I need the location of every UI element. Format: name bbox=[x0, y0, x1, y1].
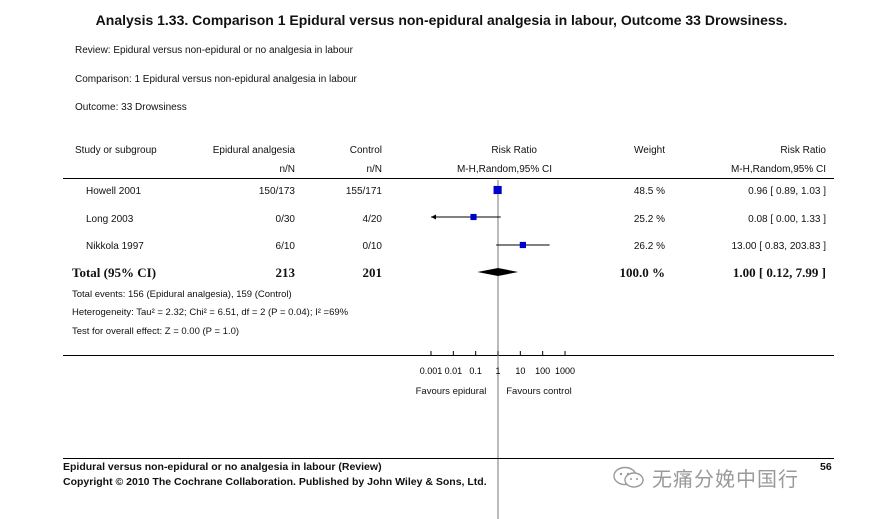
total-ci: 1.00 [ 0.12, 7.99 ] bbox=[732, 265, 826, 280]
study-control: 155/171 bbox=[345, 186, 382, 197]
header-risk-ratio-ci-method: M-H,Random,95% CI bbox=[730, 164, 826, 175]
header-divider bbox=[63, 178, 834, 179]
study-control: 4/20 bbox=[362, 214, 382, 225]
study-marker bbox=[493, 185, 502, 195]
axis-tick-label: 1 bbox=[495, 366, 500, 376]
study-epidural: 0/30 bbox=[275, 214, 295, 225]
study-name: Long 2003 bbox=[86, 214, 134, 225]
page-number: 56 bbox=[820, 461, 832, 473]
ci-arrow bbox=[431, 214, 436, 220]
header-study: Study or subgroup bbox=[75, 145, 157, 156]
total-label: Total (95% CI) bbox=[72, 265, 157, 280]
footer-review-title: Epidural versus non-epidural or no analg… bbox=[63, 461, 382, 473]
axis-tick-label: 1000 bbox=[555, 366, 575, 376]
study-weight: 26.2 % bbox=[633, 241, 665, 252]
axis-tick-label: 10 bbox=[515, 366, 525, 376]
footer-divider bbox=[63, 458, 834, 459]
analysis-title: Analysis 1.33. Comparison 1 Epidural ver… bbox=[95, 12, 788, 28]
study-ci: 0.08 [ 0.00, 1.33 ] bbox=[748, 214, 826, 225]
footer-copyright: Copyright © 2010 The Cochrane Collaborat… bbox=[63, 476, 487, 488]
header-risk-ratio-method: M-H,Random,95% CI bbox=[456, 164, 552, 175]
axis-tick-label: 0.1 bbox=[469, 366, 482, 376]
comparison-line: Comparison: 1 Epidural versus non-epidur… bbox=[75, 74, 357, 85]
total-events: Total events: 156 (Epidural analgesia), … bbox=[72, 289, 292, 300]
study-name: Nikkola 1997 bbox=[86, 241, 144, 252]
outcome-line: Outcome: 33 Drowsiness bbox=[75, 102, 187, 113]
axis-tick-label: 0.001 bbox=[420, 366, 443, 376]
study-marker bbox=[519, 241, 526, 249]
study-weight: 48.5 % bbox=[633, 186, 665, 197]
header-risk-ratio-ci: Risk Ratio bbox=[780, 145, 826, 156]
header-control: Control bbox=[349, 145, 382, 156]
study-epidural: 6/10 bbox=[275, 241, 295, 252]
header-epidural-sub: n/N bbox=[279, 164, 295, 175]
study-name: Howell 2001 bbox=[86, 186, 142, 197]
plot-axis-line bbox=[63, 355, 834, 356]
header-control-sub: n/N bbox=[366, 164, 382, 175]
favours-left-label: Favours epidural bbox=[415, 386, 487, 397]
study-epidural: 150/173 bbox=[258, 186, 295, 197]
study-ci: 0.96 [ 0.89, 1.03 ] bbox=[748, 186, 826, 197]
wechat-logo-icon bbox=[613, 466, 644, 488]
watermark-text: 无痛分娩中国行 bbox=[652, 467, 799, 491]
favours-right-label: Favours control bbox=[506, 386, 572, 397]
study-weight: 25.2 % bbox=[633, 214, 665, 225]
axis-tick-label: 0.01 bbox=[445, 366, 463, 376]
header-weight: Weight bbox=[634, 145, 665, 156]
heterogeneity: Heterogeneity: Tau² = 2.32; Chi² = 6.51,… bbox=[72, 307, 349, 318]
axis-tick-label: 100 bbox=[535, 366, 550, 376]
header-risk-ratio: Risk Ratio bbox=[491, 145, 537, 156]
review-line: Review: Epidural versus non-epidural or … bbox=[75, 45, 353, 56]
total-control: 201 bbox=[362, 265, 383, 280]
study-marker bbox=[470, 213, 477, 221]
study-control: 0/10 bbox=[362, 241, 382, 252]
study-ci: 13.00 [ 0.83, 203.83 ] bbox=[731, 241, 826, 252]
total-epidural: 213 bbox=[275, 265, 296, 280]
header-epidural: Epidural analgesia bbox=[212, 145, 295, 156]
total-weight: 100.0 % bbox=[619, 265, 666, 280]
overall-effect: Test for overall effect: Z = 0.00 (P = 1… bbox=[72, 326, 240, 337]
pooled-diamond bbox=[477, 268, 519, 276]
